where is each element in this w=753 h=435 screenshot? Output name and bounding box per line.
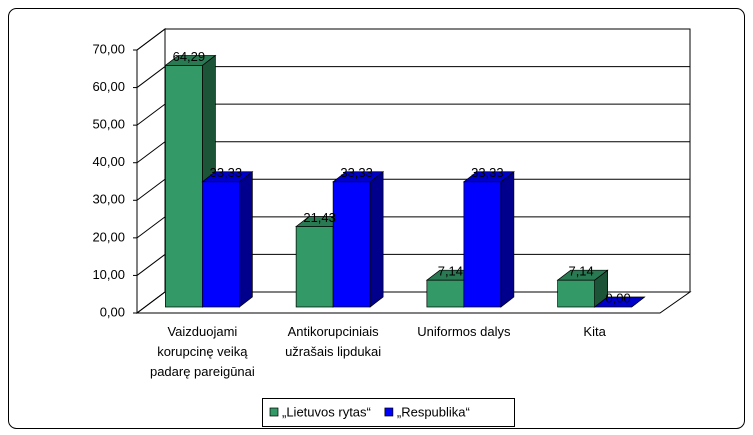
value-label: 7,14 (568, 264, 593, 279)
y-tick-label: 20,00 (92, 229, 125, 244)
x-tick-label: Kita (583, 324, 606, 339)
legend-label: „Lietuvos rytas“ (282, 404, 371, 419)
x-tick-label-line: Vaizduojami (167, 324, 237, 339)
grid-line-side (136, 178, 166, 201)
bar (463, 181, 502, 308)
x-tick-label-line: Antikorupciniais (288, 324, 380, 339)
bar-side (500, 171, 515, 308)
x-tick-label: Antikorupciniais užrašais lipdukai (285, 324, 381, 359)
grid-line-side (136, 216, 166, 239)
grid-line-side (136, 66, 166, 88)
x-tick-label-line: padarę pareigūnai (150, 364, 255, 379)
bar-side (239, 171, 253, 308)
legend-swatch (269, 407, 279, 417)
y-tick-label: 0,00 (100, 304, 125, 319)
bar (557, 279, 595, 308)
x-tick-label-line: korupcinę veiką (157, 344, 248, 359)
bar (202, 181, 240, 308)
y-tick-label: 60,00 (92, 79, 125, 94)
value-label: 21,43 (303, 210, 336, 225)
value-label: 33,33 (210, 165, 243, 180)
legend-label: „Respublika“ (397, 404, 470, 419)
side-wall (136, 28, 166, 314)
bar (165, 65, 203, 308)
value-label: 33,33 (471, 165, 504, 180)
value-label: 7,14 (438, 264, 463, 279)
grid-line-side (136, 28, 166, 51)
y-tick-label: 30,00 (92, 192, 125, 207)
bar-side (369, 171, 384, 308)
x-tick-label-line: Uniformos dalys (417, 324, 511, 339)
y-tick-label: 40,00 (92, 154, 125, 169)
grid-line-side (136, 141, 166, 164)
bar-top (593, 296, 646, 308)
x-tick-label-line: Kita (583, 324, 606, 339)
value-label: 0,00 (605, 290, 630, 305)
y-tick-label: 70,00 (92, 41, 125, 56)
grid-line-side (136, 291, 166, 314)
bar (426, 279, 465, 308)
x-tick-label: Vaizduojami korupcinę veiką padarę pareigū… (150, 324, 255, 379)
bar (332, 181, 371, 308)
x-tick-label: Uniformos dalys (417, 324, 511, 339)
legend-swatch (384, 407, 394, 417)
bar (295, 226, 334, 308)
x-tick-label-line: užrašais lipdukai (285, 344, 381, 359)
y-tick-label: 50,00 (92, 117, 125, 132)
grid-line-side (136, 103, 166, 126)
grid-line-side (136, 254, 166, 276)
value-label: 64,29 (173, 49, 206, 64)
value-label: 33,33 (340, 165, 373, 180)
y-tick-label: 10,00 (92, 267, 125, 282)
